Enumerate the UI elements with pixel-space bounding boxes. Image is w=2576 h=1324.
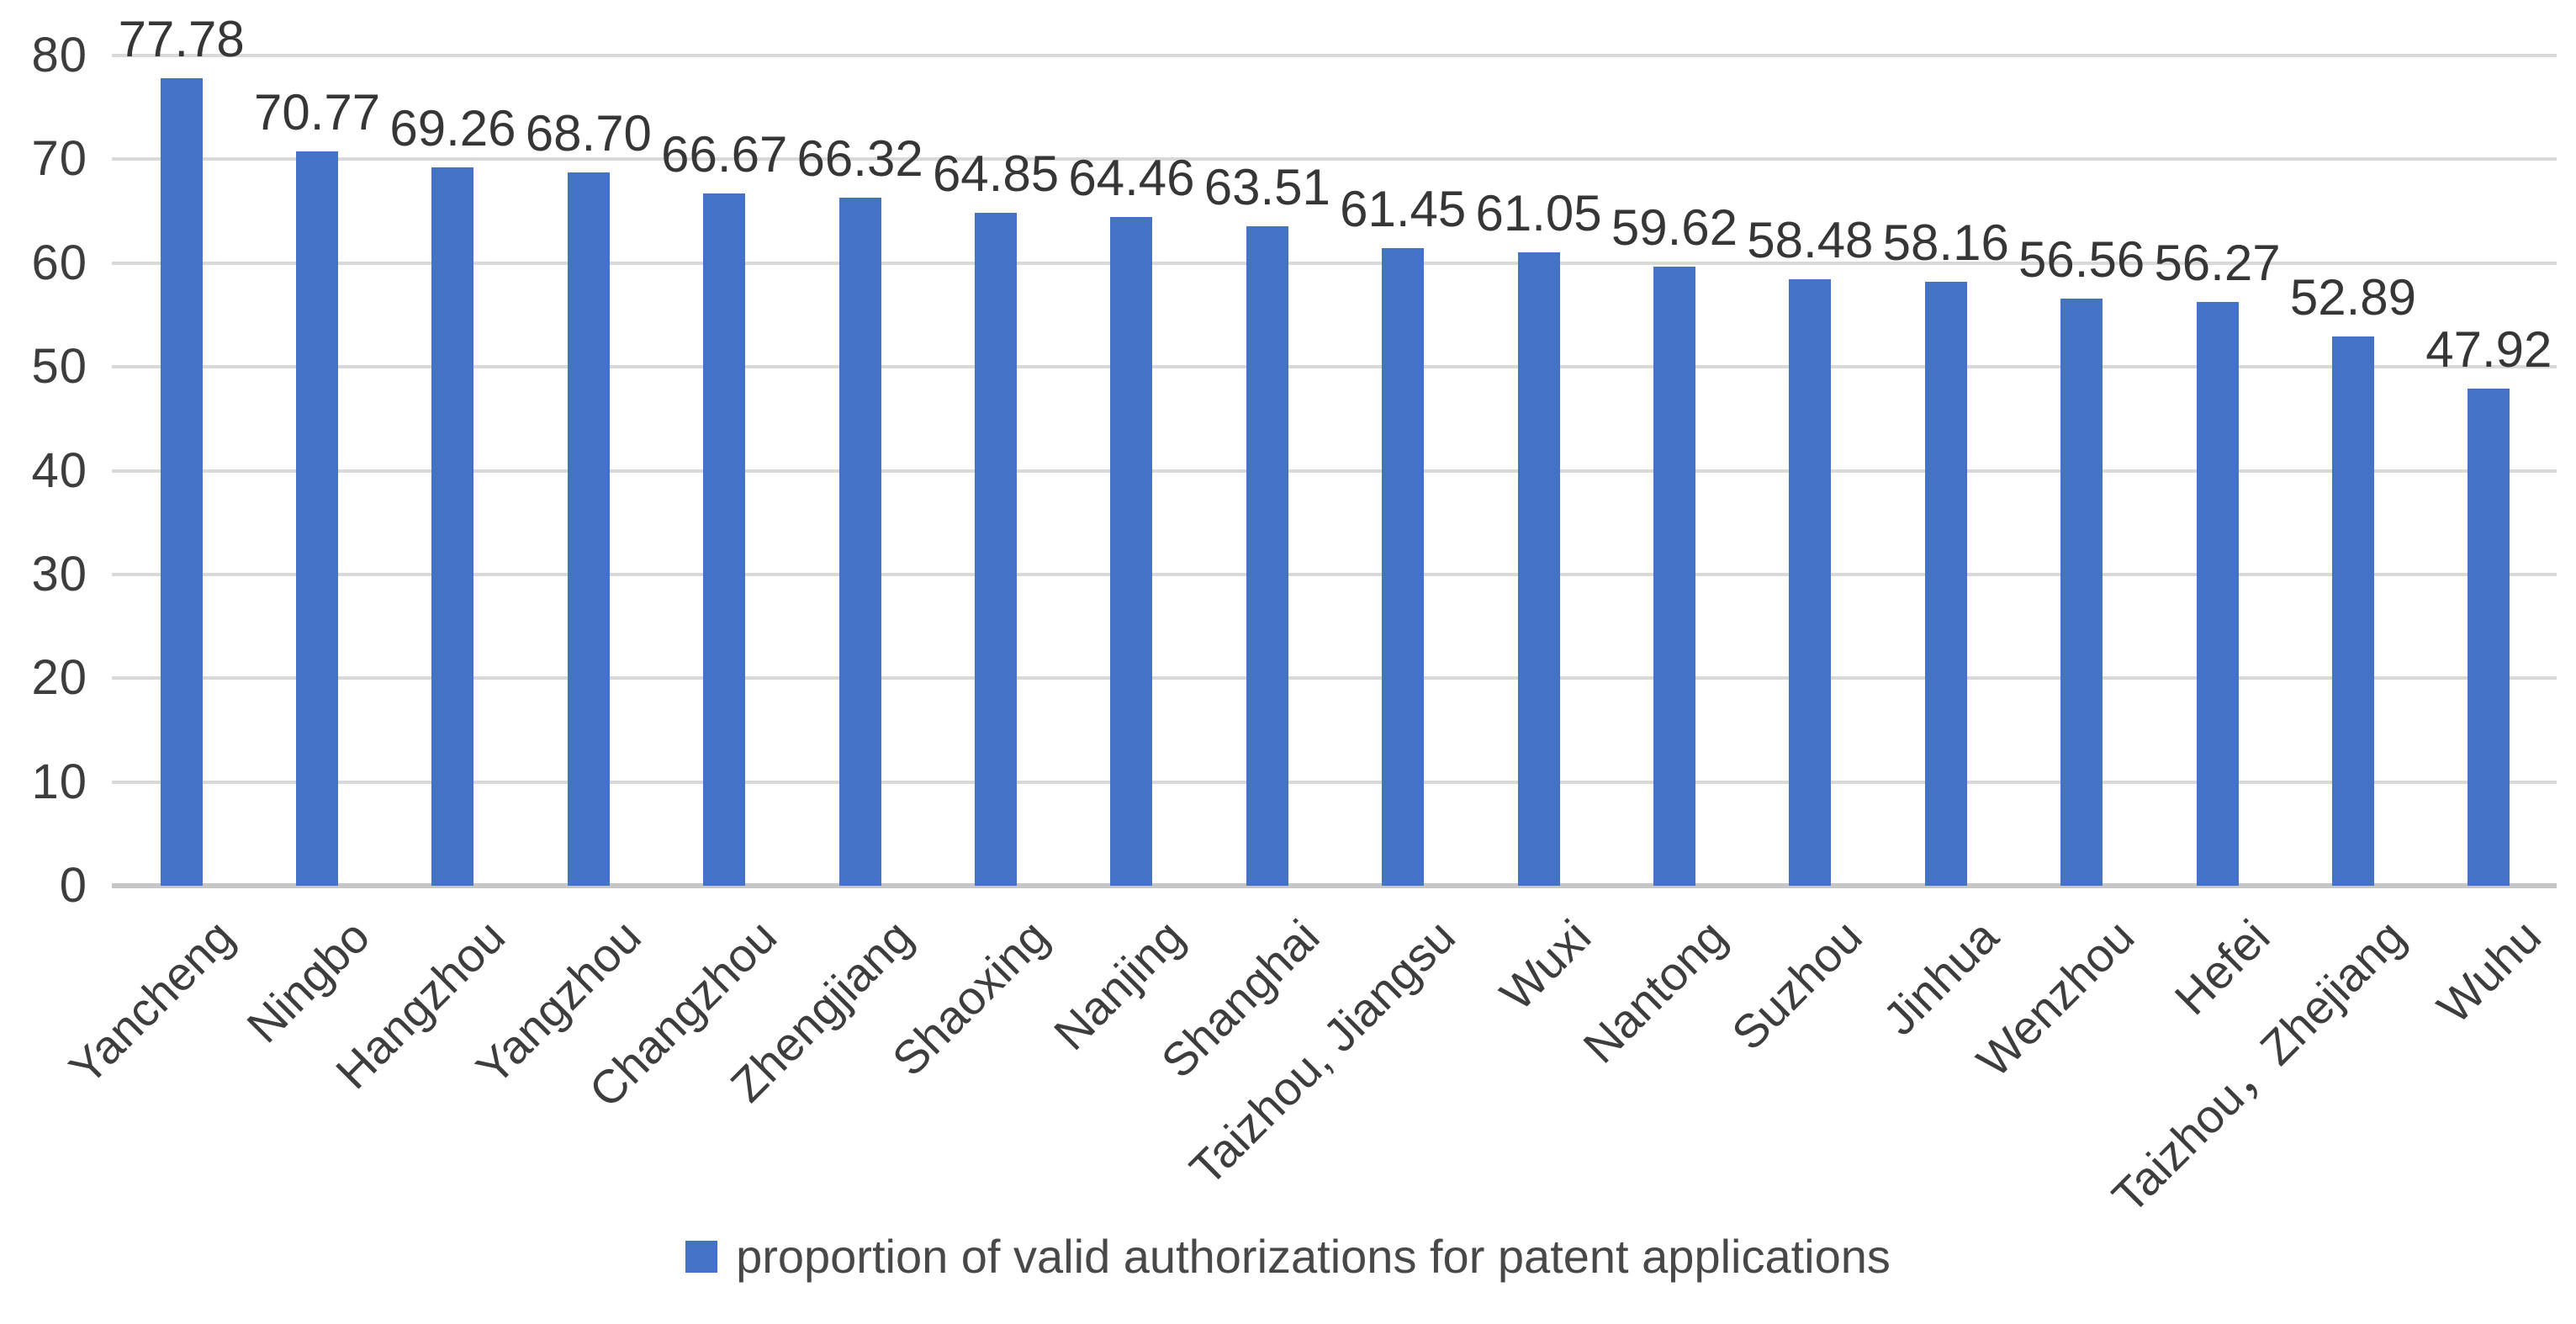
x-axis-category-label: Wuhu	[2426, 909, 2552, 1034]
bar	[703, 193, 746, 886]
bar-value-label: 68.70	[525, 105, 652, 162]
y-axis-tick-label: 70	[31, 131, 87, 187]
bar-value-label: 56.27	[2154, 234, 2281, 291]
bar-value-label: 64.46	[1068, 149, 1195, 206]
bar	[2331, 336, 2374, 886]
bar	[1789, 278, 1832, 886]
y-axis-tick-label: 30	[31, 546, 87, 601]
gridline	[112, 157, 2557, 162]
x-axis-category-label: Yancheng	[58, 909, 244, 1095]
bar	[296, 151, 339, 886]
bar	[1110, 216, 1153, 886]
bar	[567, 172, 610, 886]
x-axis-category-label: Wuxi	[1489, 909, 1601, 1021]
y-axis-tick-label: 40	[31, 442, 87, 498]
y-axis-tick-label: 80	[31, 28, 87, 82]
x-axis-category-label: Nantong	[1573, 909, 1737, 1073]
bar-value-label: 61.45	[1340, 180, 1467, 237]
gridline	[112, 572, 2557, 576]
bar-value-label: 59.62	[1611, 199, 1738, 257]
x-axis-category-label: Suzhou	[1722, 909, 1873, 1061]
bar-value-label: 66.67	[661, 126, 788, 183]
bar	[1382, 247, 1425, 886]
bar-value-label: 69.26	[389, 99, 516, 156]
gridline	[112, 469, 2557, 473]
gridline	[112, 780, 2557, 784]
bar	[2196, 301, 2239, 886]
bar	[838, 197, 881, 886]
bar	[160, 78, 203, 886]
y-axis-tick-label: 60	[31, 235, 87, 290]
bar-value-label: 63.51	[1203, 159, 1330, 216]
legend-swatch-icon	[685, 1241, 718, 1273]
y-axis-tick-label: 10	[31, 754, 87, 809]
bar	[431, 167, 474, 886]
gridline	[112, 676, 2557, 681]
bar-value-label: 47.92	[2425, 320, 2552, 378]
bar	[1517, 252, 1560, 886]
bar-value-label: 61.05	[1475, 184, 1602, 241]
bar	[1246, 226, 1288, 886]
bar	[1653, 267, 1695, 886]
x-axis-line	[112, 883, 2557, 888]
bar	[2468, 388, 2510, 886]
bar-value-label: 56.56	[2018, 231, 2145, 289]
y-axis-tick-label: 50	[31, 339, 87, 395]
bar-value-label: 58.16	[1882, 214, 2009, 272]
y-axis-tick-label: 20	[31, 650, 87, 706]
legend-label: proportion of valid authorizations for p…	[736, 1230, 1891, 1283]
bar-value-label: 70.77	[254, 83, 381, 140]
y-axis-tick-label: 0	[59, 858, 87, 913]
bar	[2060, 299, 2103, 886]
legend: proportion of valid authorizations for p…	[0, 1230, 2576, 1284]
bar	[975, 212, 1018, 886]
gridline	[112, 261, 2557, 265]
x-axis-category-label: Jinhua	[1872, 909, 2008, 1046]
gridline	[112, 54, 2557, 57]
bar-value-label: 52.89	[2289, 269, 2416, 326]
gridline	[112, 365, 2557, 369]
x-axis-category-label: Hefei	[2164, 909, 2280, 1025]
bar	[1924, 282, 1967, 886]
bar-value-label: 58.48	[1747, 211, 1874, 268]
bar-value-label: 66.32	[796, 130, 923, 187]
bar-value-label: 64.85	[932, 145, 1060, 202]
bar-value-label: 77.78	[118, 11, 245, 68]
